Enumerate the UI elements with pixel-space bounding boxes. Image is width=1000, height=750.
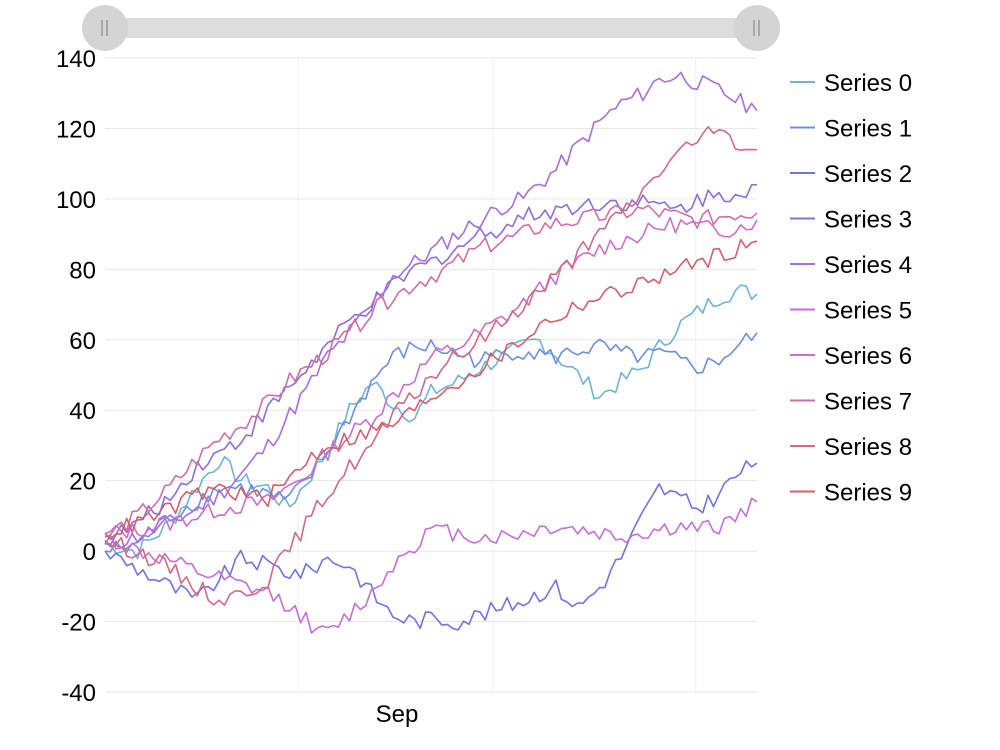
- scrollbar-left-handle[interactable]: [82, 5, 128, 51]
- legend-item[interactable]: Series 5: [790, 298, 912, 325]
- series-line: [104, 184, 757, 546]
- y-axis: 140 120 100 80 60 40 20 0 -20 -40: [56, 46, 96, 707]
- y-tick-label: 40: [69, 398, 96, 425]
- series-line: [104, 284, 758, 560]
- x-axis: Sep: [376, 701, 419, 728]
- scrollbar-left-handle-knob[interactable]: [82, 5, 128, 51]
- legend-item[interactable]: Series 7: [790, 389, 912, 416]
- y-tick-label: 20: [69, 469, 96, 496]
- scrollbar-right-handle[interactable]: [734, 5, 780, 51]
- legend-label: Series 8: [824, 434, 912, 461]
- y-tick-label: 120: [56, 116, 96, 143]
- legend-label: Series 9: [824, 480, 912, 507]
- series-line: [104, 332, 758, 553]
- legend-label: Series 6: [824, 343, 912, 370]
- series-line: [104, 238, 758, 540]
- series-line: [104, 71, 758, 549]
- y-tick-label: -40: [61, 680, 96, 707]
- grip-icon: [753, 20, 760, 36]
- grip-icon: [101, 20, 108, 36]
- y-tick-label: 100: [56, 187, 96, 214]
- legend-label: Series 3: [824, 207, 912, 234]
- y-tick-label: 0: [83, 539, 96, 566]
- y-tick-label: 80: [69, 257, 96, 284]
- legend-item[interactable]: Series 0: [790, 70, 912, 97]
- legend-item[interactable]: Series 6: [790, 343, 912, 370]
- series-line: [104, 204, 758, 538]
- legend-label: Series 4: [824, 252, 912, 279]
- legend-item[interactable]: Series 9: [790, 480, 912, 507]
- legend-label: Series 5: [824, 298, 912, 325]
- legend: Series 0 Series 1 Series 2 Series 3 Series 4…: [790, 70, 912, 507]
- legend-item[interactable]: Series 2: [790, 161, 912, 188]
- legend-label: Series 7: [824, 389, 912, 416]
- legend-item[interactable]: Series 8: [790, 434, 912, 461]
- x-tick-label: Sep: [376, 701, 419, 728]
- legend-label: Series 0: [824, 70, 912, 97]
- legend-label: Series 1: [824, 116, 912, 143]
- legend-label: Series 2: [824, 161, 912, 188]
- scrollbar-track[interactable]: [105, 18, 757, 38]
- series-lines: [104, 71, 758, 634]
- range-scrollbar[interactable]: [82, 5, 780, 51]
- legend-item[interactable]: Series 4: [790, 252, 912, 279]
- plot-grid: [105, 57, 757, 693]
- series-line: [104, 216, 758, 539]
- y-tick-label: 60: [69, 328, 96, 355]
- scrollbar-right-handle-knob[interactable]: [734, 5, 780, 51]
- series-line: [104, 497, 758, 634]
- legend-item[interactable]: Series 1: [790, 116, 912, 143]
- legend-item[interactable]: Series 3: [790, 207, 912, 234]
- series-line: [104, 126, 758, 606]
- series-line: [104, 460, 758, 631]
- y-tick-label: 140: [56, 46, 96, 73]
- y-tick-label: -20: [61, 610, 96, 637]
